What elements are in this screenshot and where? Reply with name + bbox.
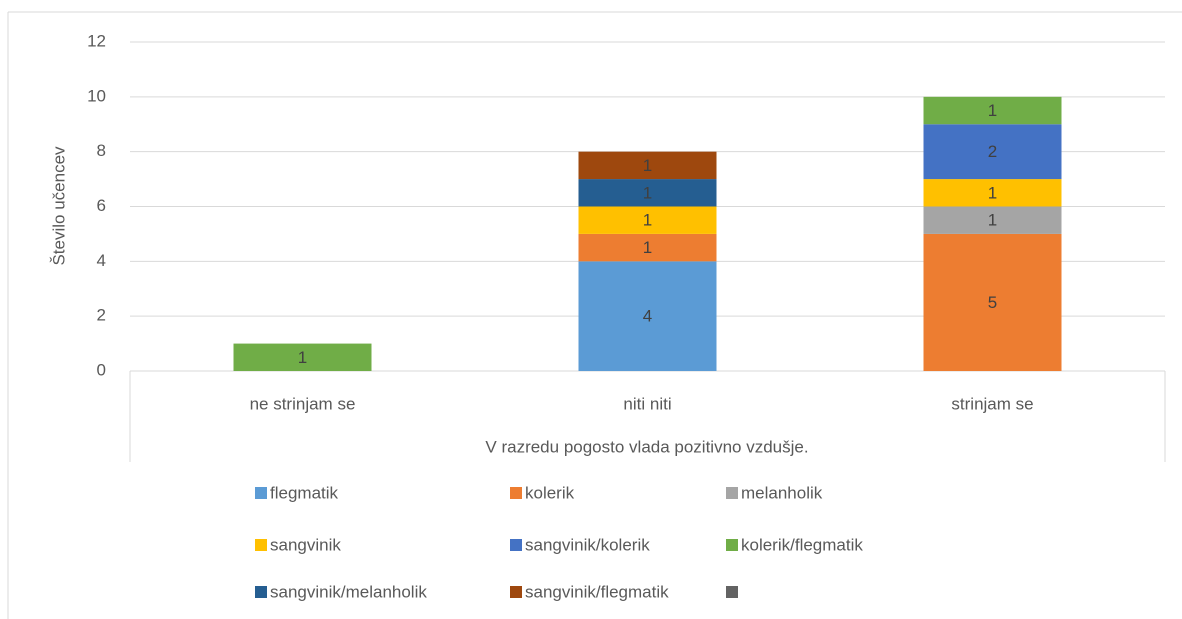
x-tick-label: niti niti	[623, 394, 671, 413]
legend-swatch	[510, 539, 522, 551]
bar-segment	[578, 151, 717, 180]
legend-label: sangvinik/flegmatik	[525, 582, 669, 601]
y-tick-label: 0	[97, 360, 106, 379]
data-label: 1	[988, 101, 997, 120]
bar-segment	[923, 179, 1062, 207]
data-label: 1	[988, 211, 997, 230]
bar-segment	[923, 206, 1062, 234]
legend-swatch	[255, 586, 267, 598]
data-label: 1	[643, 238, 652, 257]
y-axis-title: Število učencev	[49, 146, 68, 266]
y-tick-label: 8	[97, 141, 106, 160]
y-tick-label: 2	[97, 306, 106, 325]
bar-segment	[578, 261, 717, 371]
data-label: 1	[643, 211, 652, 230]
data-label: 5	[988, 293, 997, 312]
bar-segment	[578, 206, 717, 234]
x-tick-label: strinjam se	[951, 394, 1033, 413]
legend-swatch	[255, 487, 267, 499]
legend-label: flegmatik	[270, 483, 339, 502]
bar-segment	[233, 343, 372, 371]
y-tick-label: 4	[97, 251, 106, 270]
data-label: 4	[643, 307, 652, 326]
bar-segment	[923, 124, 1062, 180]
bar-segment	[923, 233, 1062, 371]
legend-label: sangvinik/melanholik	[270, 582, 427, 601]
data-label: 1	[298, 348, 307, 367]
legend-label: kolerik/flegmatik	[741, 535, 863, 554]
data-label: 1	[643, 183, 652, 202]
bar-segment	[578, 179, 717, 207]
legend-label: kolerik	[525, 483, 575, 502]
legend-swatch	[726, 487, 738, 499]
y-tick-label: 6	[97, 196, 106, 215]
bar-segment	[923, 96, 1062, 125]
data-label: 2	[988, 142, 997, 161]
legend-swatch	[726, 539, 738, 551]
data-label: 1	[643, 156, 652, 175]
y-tick-label: 12	[87, 31, 106, 50]
x-tick-label: ne strinjam se	[250, 394, 356, 413]
legend-label: sangvinik	[270, 535, 341, 554]
legend-swatch	[726, 586, 738, 598]
legend-swatch	[510, 487, 522, 499]
x-axis-title: V razredu pogosto vlada pozitivno vzdušj…	[485, 437, 808, 456]
legend-label: melanholik	[741, 483, 823, 502]
bar-segment	[578, 233, 717, 262]
y-tick-label: 10	[87, 86, 106, 105]
data-label: 1	[988, 183, 997, 202]
legend-label: sangvinik/kolerik	[525, 535, 650, 554]
legend-swatch	[255, 539, 267, 551]
legend-swatch	[510, 586, 522, 598]
